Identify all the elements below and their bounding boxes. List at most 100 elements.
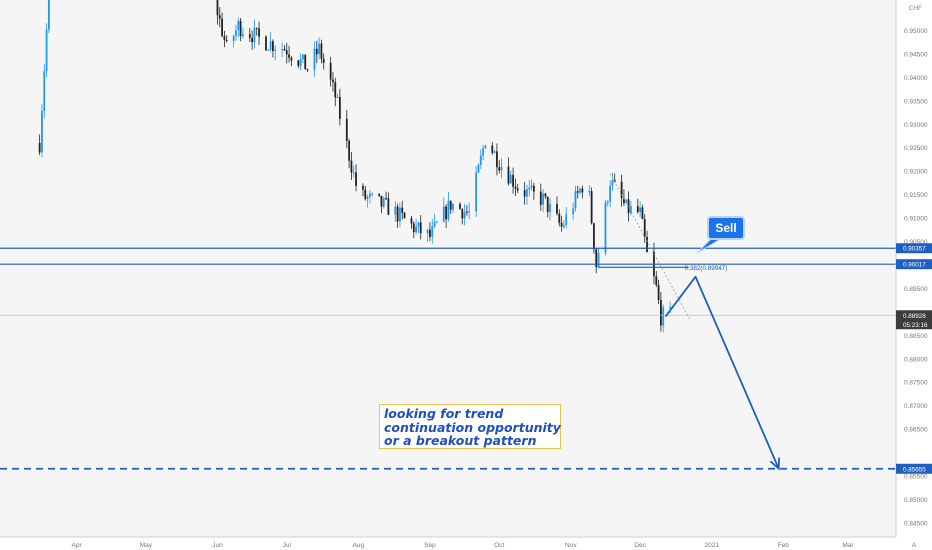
candle	[542, 189, 545, 213]
candle-body	[332, 79, 334, 83]
candle-body	[283, 48, 286, 51]
candle	[526, 184, 528, 205]
price-tick-label: 0.87500	[904, 380, 928, 387]
candle-body	[412, 223, 415, 233]
candle-body	[641, 207, 644, 220]
candle-body	[338, 97, 341, 119]
candle-body	[516, 188, 519, 191]
candle-body	[297, 60, 300, 66]
candle-body	[539, 191, 542, 205]
candle	[657, 279, 660, 305]
candle-body	[248, 34, 251, 38]
annotation-line-1: looking for trend	[384, 406, 504, 421]
price-tick-label: 0.88000	[904, 356, 928, 363]
candle-body	[657, 285, 660, 301]
candle	[512, 167, 514, 194]
candle-body	[272, 41, 274, 52]
candle	[362, 183, 364, 197]
candle-body	[530, 185, 533, 188]
candle-body	[369, 193, 371, 197]
candle	[549, 198, 551, 221]
candle	[315, 40, 318, 64]
candle-body	[636, 206, 639, 212]
candle	[313, 41, 316, 77]
candle	[241, 27, 244, 39]
candle	[322, 53, 325, 70]
candle-body	[380, 195, 383, 207]
candle-body	[562, 224, 565, 227]
candle-body	[345, 118, 348, 141]
candle	[574, 185, 577, 212]
candle-body	[646, 237, 648, 252]
time-tick-label: Jul	[283, 542, 292, 549]
candle	[248, 27, 251, 42]
candle-body	[336, 97, 339, 99]
candle	[463, 204, 466, 226]
candle	[269, 32, 272, 52]
candle	[329, 56, 332, 87]
candle	[47, 0, 50, 34]
candle	[593, 222, 595, 254]
candle-body	[581, 188, 584, 193]
candle-body	[449, 200, 452, 210]
candle	[539, 183, 542, 211]
candle	[232, 34, 235, 48]
candle	[629, 200, 632, 216]
candle-body	[281, 48, 284, 50]
candle-body	[597, 252, 600, 268]
candle	[544, 192, 547, 199]
candle-body	[415, 226, 417, 233]
candle-body	[265, 36, 267, 51]
candle	[369, 190, 371, 204]
candle-body	[514, 186, 517, 189]
candle	[419, 215, 422, 240]
time-tick-label: Nov	[565, 542, 577, 549]
time-tick-label: 2021	[704, 542, 719, 549]
candle	[332, 71, 334, 92]
candle-body	[604, 202, 607, 253]
candle-body	[662, 307, 665, 326]
candle-body	[498, 167, 501, 171]
candle	[288, 45, 290, 63]
candle-body	[609, 186, 611, 202]
candle-body	[629, 206, 632, 214]
candle	[320, 39, 323, 64]
candle	[299, 53, 302, 71]
candle	[403, 211, 406, 219]
time-tick-label: Oct	[494, 542, 504, 549]
candle-body	[613, 179, 616, 182]
candle-body	[512, 174, 514, 187]
candle-body	[318, 43, 320, 55]
candle-body	[669, 306, 672, 308]
candle-body	[329, 62, 332, 80]
candle	[318, 37, 320, 60]
candle-body	[496, 151, 498, 168]
candle	[302, 53, 304, 63]
candle-body	[387, 198, 390, 215]
candle-body	[403, 212, 406, 219]
price-axis: CHF 0.95000 0.94500 0.94000 0.93500 0.93000 0.…	[904, 5, 928, 527]
price-tick-label: 0.93500	[904, 98, 928, 105]
candle-body	[560, 222, 563, 227]
candle	[251, 30, 254, 50]
candle	[609, 180, 611, 208]
candle	[491, 142, 494, 155]
candle-body	[433, 221, 436, 227]
candle-body	[269, 41, 272, 50]
candle-body	[556, 204, 558, 214]
candle-body	[500, 166, 503, 171]
candle	[401, 201, 404, 220]
candle-body	[659, 300, 662, 326]
candle	[643, 214, 646, 243]
price-tick-label: 0.94500	[904, 51, 928, 58]
candle-body	[431, 226, 434, 237]
trend-line	[609, 173, 692, 322]
candle-body	[304, 54, 307, 70]
candle	[380, 195, 383, 214]
candle-body	[588, 191, 591, 193]
candle	[461, 208, 464, 225]
candle	[348, 138, 351, 169]
candle	[237, 17, 240, 38]
candle-body	[251, 37, 254, 43]
